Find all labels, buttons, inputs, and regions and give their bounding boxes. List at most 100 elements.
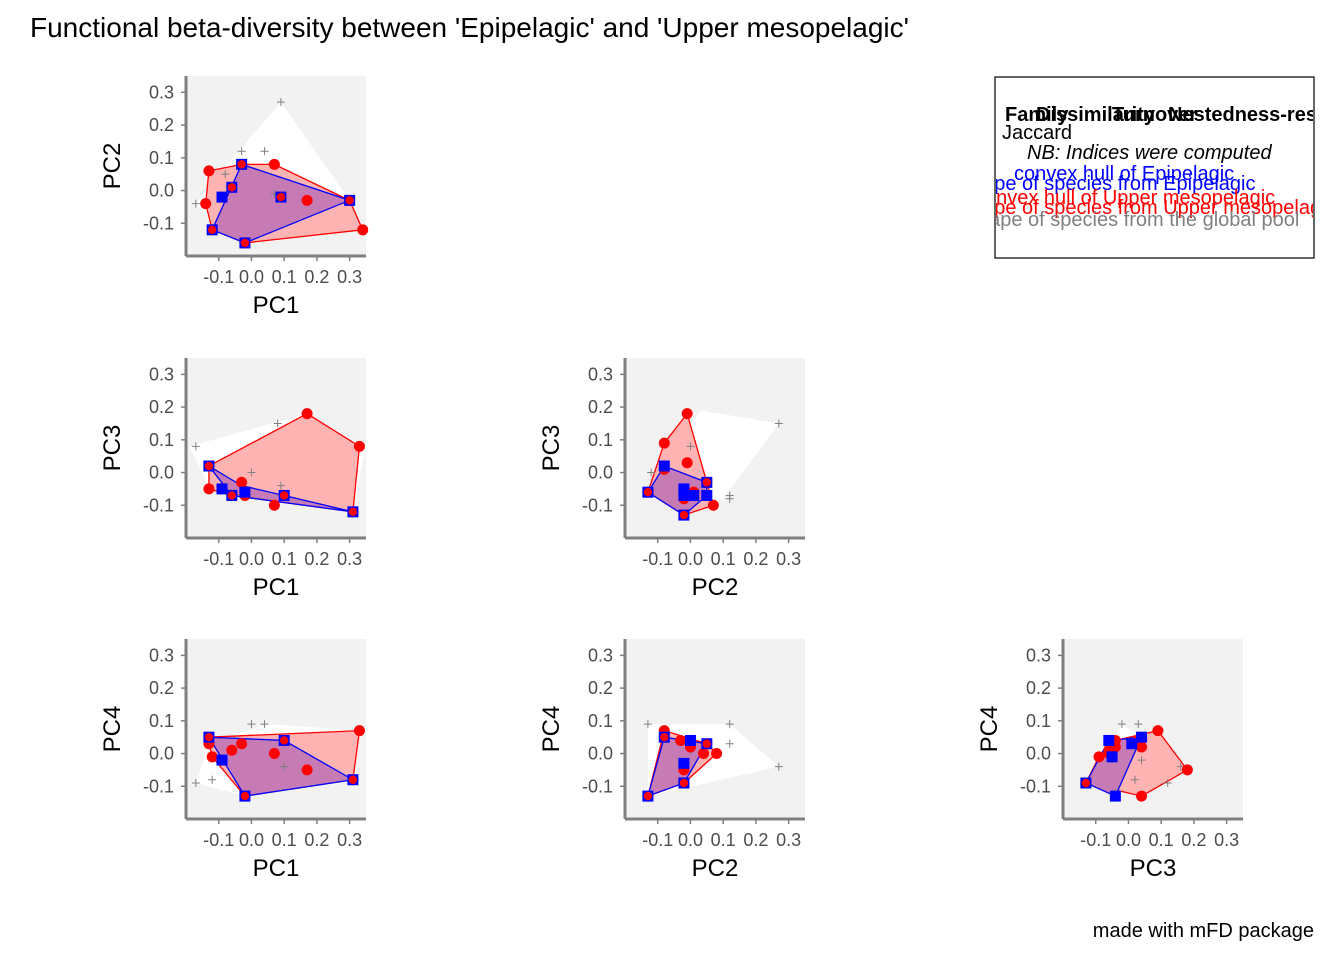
y-tick-label: 0.1 xyxy=(1026,711,1051,731)
x-tick-label: 0.1 xyxy=(272,830,297,850)
pool-point xyxy=(247,720,256,729)
pool-point xyxy=(191,779,200,787)
epi-point xyxy=(701,489,713,501)
x-tick-label: 0.2 xyxy=(1181,830,1206,850)
meso-point xyxy=(236,738,248,750)
y-tick-label: 0.0 xyxy=(149,181,174,201)
epi-point xyxy=(684,734,696,746)
shared-point xyxy=(227,183,237,192)
y-axis-title: PC4 xyxy=(976,706,1003,753)
meso-point xyxy=(200,198,212,210)
x-tick-label: -0.1 xyxy=(203,830,234,850)
y-tick-label: 0.0 xyxy=(149,463,174,483)
pool-point xyxy=(1134,720,1143,729)
x-tick-label: 0.0 xyxy=(1116,830,1141,850)
y-axis-title: PC3 xyxy=(538,425,565,472)
pool-point xyxy=(647,468,656,477)
shared-point xyxy=(643,791,653,801)
x-tick-label: 0.2 xyxy=(304,830,329,850)
epi-point xyxy=(216,754,228,766)
x-tick-label: 0.2 xyxy=(743,549,768,569)
epi-point xyxy=(216,483,228,495)
meso-point xyxy=(268,499,280,511)
y-tick-label: -0.1 xyxy=(582,776,613,796)
x-axis-title: PC2 xyxy=(692,855,739,882)
meso-point xyxy=(236,476,248,488)
pool-point xyxy=(1163,779,1172,787)
legend-epi-species: shape of species from Epipelagic xyxy=(962,173,1256,195)
x-tick-label: 0.1 xyxy=(711,830,736,850)
pool-point xyxy=(276,98,285,107)
shared-point xyxy=(702,478,712,487)
meso-point xyxy=(707,499,719,511)
epi-point xyxy=(1106,751,1118,763)
y-tick-label: -0.1 xyxy=(1020,776,1051,796)
y-tick-label: 0.3 xyxy=(588,645,613,665)
shared-point xyxy=(679,510,689,520)
meso-point xyxy=(301,764,313,776)
shared-point xyxy=(276,192,286,202)
pool-point xyxy=(237,147,246,156)
y-tick-label: 0.1 xyxy=(149,711,174,731)
x-tick-label: 0.3 xyxy=(776,830,801,850)
legend-header-turnover: Turnover xyxy=(1112,104,1197,126)
shared-point xyxy=(279,736,289,745)
legend-box: Family Dissimilarity Turnover Nestedness… xyxy=(962,76,1344,259)
epi-point xyxy=(216,191,228,203)
x-tick-label: 0.1 xyxy=(711,549,736,569)
legend-header-nestedness: Nestedness-resultant xyxy=(1168,104,1344,126)
meso-point xyxy=(681,457,693,469)
shared-point xyxy=(660,732,669,742)
y-tick-label: 0.2 xyxy=(588,678,613,698)
y-tick-label: 0.0 xyxy=(1026,744,1051,764)
meso-point xyxy=(681,408,693,420)
x-tick-label: 0.3 xyxy=(337,267,362,287)
meso-point xyxy=(698,748,710,760)
y-tick-label: 0.3 xyxy=(588,364,613,384)
shared-point xyxy=(204,732,214,742)
pool-point xyxy=(273,419,282,428)
x-tick-label: 0.0 xyxy=(239,549,264,569)
y-tick-label: -0.1 xyxy=(582,495,613,515)
x-tick-label: -0.1 xyxy=(203,549,234,569)
y-tick-label: 0.0 xyxy=(588,463,613,483)
pool-point xyxy=(208,775,217,784)
x-tick-label: 0.0 xyxy=(678,830,703,850)
pool-point xyxy=(1117,720,1126,729)
meso-point xyxy=(658,437,670,449)
y-tick-label: 0.3 xyxy=(149,645,174,665)
meso-point xyxy=(203,165,215,177)
epi-point xyxy=(678,483,690,495)
x-tick-label: 0.3 xyxy=(776,549,801,569)
pool-point xyxy=(725,739,734,748)
x-tick-label: -0.1 xyxy=(1080,830,1111,850)
meso-point xyxy=(1136,790,1148,802)
shared-point xyxy=(204,461,214,471)
epi-point xyxy=(1109,790,1121,802)
x-tick-label: 0.2 xyxy=(304,267,329,287)
legend-pool-species: shape of species from the global pool xyxy=(968,209,1299,231)
shared-point xyxy=(237,160,246,169)
legend-header-family: Family xyxy=(1005,104,1069,126)
y-tick-label: 0.1 xyxy=(588,430,613,450)
pool-point xyxy=(247,468,256,477)
legend-family-value: Jaccard xyxy=(1002,122,1072,144)
x-axis-title: PC2 xyxy=(692,574,739,601)
legend-note: NB: Indices were computed xyxy=(1027,142,1272,164)
meso-point xyxy=(711,748,723,760)
y-tick-label: 0.2 xyxy=(588,397,613,417)
epi-point xyxy=(688,489,700,501)
x-tick-label: 0.2 xyxy=(743,830,768,850)
pool-point xyxy=(774,762,783,771)
shared-point xyxy=(702,739,712,748)
meso-point xyxy=(1181,764,1193,776)
x-tick-label: 0.0 xyxy=(678,549,703,569)
meso-point xyxy=(203,483,215,495)
meso-point xyxy=(1093,751,1105,763)
y-axis-title: PC2 xyxy=(99,143,126,190)
pool-point xyxy=(774,419,783,428)
